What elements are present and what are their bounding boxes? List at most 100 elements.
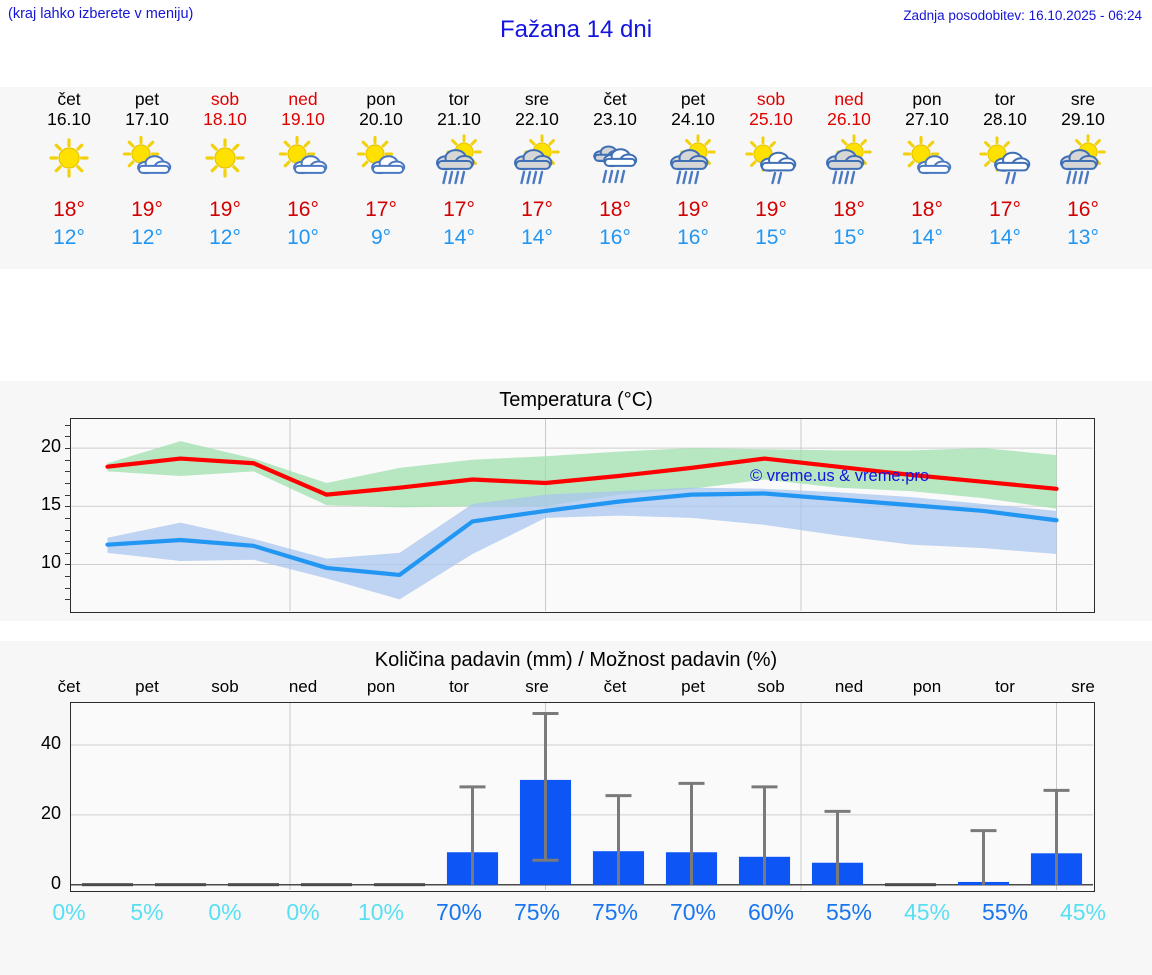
- day-date: 27.10: [905, 109, 949, 129]
- temperature-minor-tick: [65, 494, 71, 496]
- precipitation-probability: 10%: [357, 899, 405, 925]
- day-name: sob: [756, 89, 786, 109]
- temperature-chart-title: Temperatura (°C): [499, 389, 653, 411]
- temperature-minor-tick: [65, 529, 71, 531]
- day-date: 19.10: [281, 109, 325, 129]
- temperature-minor-tick: [65, 471, 71, 473]
- sun-cloud-drizzle-icon: [966, 131, 1044, 189]
- temp-max: 18°: [911, 198, 943, 221]
- temperature-minor-tick: [65, 517, 71, 519]
- precipitation-day-label: pet: [135, 677, 159, 696]
- day-name: sre: [1070, 89, 1096, 109]
- temp-max: 18°: [53, 198, 85, 221]
- day-date: 26.10: [827, 109, 871, 129]
- precipitation-probability: 0%: [286, 899, 320, 925]
- temperature-minor-tick: [65, 448, 71, 450]
- forecast-day-column: pet 17.10 19° 12°: [108, 87, 186, 252]
- forecast-day-column: pon 20.10 17° 9°: [342, 87, 420, 252]
- day-name: tor: [994, 89, 1016, 109]
- sun-cloud-drizzle-icon: [732, 131, 810, 189]
- temp-max: 19°: [677, 198, 709, 221]
- precipitation-probability: 55%: [981, 899, 1029, 925]
- temp-min: 12°: [131, 226, 163, 249]
- precipitation-probability: 5%: [130, 899, 164, 925]
- day-date: 20.10: [359, 109, 403, 129]
- day-date: 16.10: [47, 109, 91, 129]
- precipitation-probability: 75%: [591, 899, 639, 925]
- temperature-minor-tick: [65, 576, 71, 578]
- day-name: pon: [366, 89, 396, 109]
- precipitation-day-label: sob: [757, 677, 785, 696]
- temp-min: 14°: [443, 226, 475, 249]
- day-date: 29.10: [1061, 109, 1105, 129]
- forecast-day-column: sob 25.10 19° 15°: [732, 87, 810, 252]
- precipitation-day-label: sob: [211, 677, 239, 696]
- sun-icon: [186, 131, 264, 189]
- sun-cloud-rain-icon: [498, 131, 576, 189]
- forecast-strip: čet 16.10 18° 12° pet 17.10 19° 12° sob 18.10 19°…: [0, 87, 1152, 269]
- day-date: 21.10: [437, 109, 481, 129]
- temperature-minor-tick: [65, 424, 71, 426]
- forecast-day-column: tor 21.10 17° 14°: [420, 87, 498, 252]
- sun-cloud-rain-icon: [1044, 131, 1122, 189]
- precipitation-probability: 45%: [1059, 899, 1107, 925]
- sun-cloud-icon: [264, 131, 342, 189]
- sun-icon: [30, 131, 108, 189]
- forecast-day-column: sre 22.10 17° 14°: [498, 87, 576, 252]
- page-title: Fažana 14 dni: [499, 16, 653, 43]
- forecast-day-column: ned 26.10 18° 15°: [810, 87, 888, 252]
- precipitation-probability: 0%: [52, 899, 86, 925]
- forecast-day-column: ned 19.10 16° 10°: [264, 87, 342, 252]
- temperature-y-tick: 15: [40, 494, 61, 515]
- precipitation-chart-title: Količina padavin (mm) / Možnost padavin …: [374, 649, 778, 671]
- temp-max: 18°: [833, 198, 865, 221]
- forecast-day-column: tor 28.10 17° 14°: [966, 87, 1044, 252]
- forecast-day-column: sob 18.10 19° 12°: [186, 87, 264, 252]
- temp-min: 14°: [911, 226, 943, 249]
- temperature-minor-tick: [65, 541, 71, 543]
- precipitation-day-label: tor: [449, 677, 469, 696]
- temperature-minor-tick: [65, 483, 71, 484]
- sun-cloud-rain-icon: [810, 131, 888, 189]
- temp-min: 12°: [53, 226, 85, 249]
- precipitation-probability: 55%: [825, 899, 873, 925]
- cloud-rain-icon: [576, 131, 654, 189]
- day-name: pet: [680, 89, 706, 109]
- sun-cloud-icon: [342, 131, 420, 189]
- temperature-minor-tick: [65, 587, 71, 589]
- day-name: tor: [448, 89, 470, 109]
- temp-min: 14°: [989, 226, 1021, 249]
- day-name: ned: [288, 89, 318, 109]
- precipitation-day-label: pet: [681, 677, 705, 696]
- temp-min: 16°: [599, 226, 631, 249]
- precipitation-day-label: čet: [57, 677, 81, 696]
- last-updated: Zadnja posodobitev: 16.10.2025 - 06:24: [903, 8, 1142, 23]
- precipitation-probability: 70%: [669, 899, 717, 925]
- sun-cloud-rain-icon: [420, 131, 498, 189]
- day-name: čet: [603, 89, 627, 109]
- day-name: čet: [57, 89, 81, 109]
- precipitation-probability: 0%: [208, 899, 242, 925]
- temperature-minor-tick: [65, 436, 71, 438]
- temp-max: 19°: [755, 198, 787, 221]
- day-date: 22.10: [515, 109, 559, 129]
- day-date: 17.10: [125, 109, 169, 129]
- temp-max: 16°: [287, 198, 319, 221]
- day-name: ned: [834, 89, 864, 109]
- sun-cloud-icon: [108, 131, 186, 189]
- temp-min: 15°: [755, 226, 787, 249]
- precipitation-y-tick: 0: [50, 872, 61, 893]
- precipitation-probability: 60%: [747, 899, 795, 925]
- header-bar: (kraj lahko izberete v meniju) Fažana 14…: [0, 0, 1152, 60]
- temp-max: 19°: [131, 198, 163, 221]
- precipitation-probability: 45%: [903, 899, 951, 925]
- temperature-minor-tick: [65, 599, 71, 601]
- temp-min: 16°: [677, 226, 709, 249]
- day-name: pet: [134, 89, 160, 109]
- menu-hint: (kraj lahko izberete v meniju): [8, 6, 194, 22]
- precipitation-day-label: sre: [525, 677, 549, 696]
- temperature-y-tick: 20: [40, 436, 61, 457]
- precipitation-day-label: ned: [834, 677, 864, 696]
- precipitation-day-label: pon: [366, 677, 396, 696]
- day-date: 25.10: [749, 109, 793, 129]
